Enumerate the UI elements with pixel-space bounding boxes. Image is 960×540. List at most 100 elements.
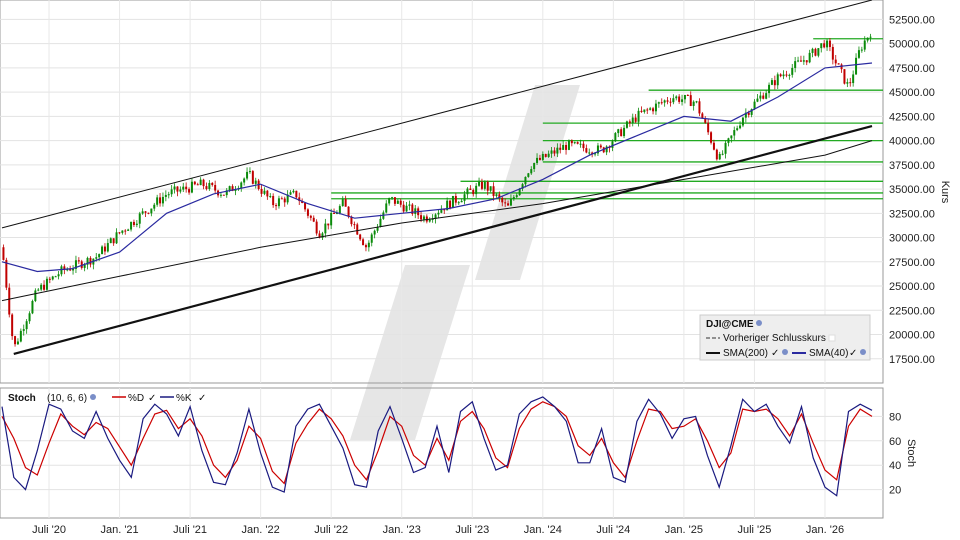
stoch-k-check-icon[interactable]: ✓: [198, 393, 206, 404]
candle-body: [344, 199, 347, 207]
candle-body: [483, 181, 486, 189]
candle-body: [309, 215, 312, 218]
candle-body: [643, 109, 646, 112]
candle-body: [631, 117, 634, 123]
candle-body: [5, 259, 8, 288]
candle-body: [692, 101, 695, 106]
candle-body: [712, 142, 715, 150]
candle-body: [214, 184, 217, 191]
candle-body: [95, 257, 98, 259]
candle-body: [251, 171, 254, 184]
candle-body: [37, 289, 40, 291]
candle-body: [315, 221, 318, 234]
candle-body: [240, 182, 243, 189]
x-tick-label: Jan. '26: [806, 524, 844, 536]
candle-body: [72, 268, 75, 271]
candle-body: [759, 95, 762, 99]
sma40-check-icon[interactable]: ✓: [849, 348, 857, 359]
candle-body: [422, 216, 425, 220]
candle-body: [498, 194, 501, 198]
stoch-settings-icon[interactable]: [90, 394, 96, 400]
candle-body: [356, 224, 359, 235]
candle-body: [173, 186, 176, 190]
candlestick-series: [2, 33, 872, 347]
candle-body: [530, 169, 533, 174]
candle-body: [193, 181, 196, 185]
candle-body: [573, 142, 576, 144]
stoch-y-ticks: 80 60 40 20: [889, 411, 901, 496]
candle-body: [843, 69, 846, 84]
sma200-settings-icon[interactable]: [782, 349, 788, 355]
candle-body: [733, 130, 736, 136]
candle-body: [472, 189, 475, 195]
stoch-d-check-icon[interactable]: ✓: [148, 393, 156, 404]
candle-body: [797, 60, 800, 62]
candle-body: [156, 197, 159, 205]
candle-body: [45, 278, 48, 290]
x-tick-label: Jan. '23: [383, 524, 421, 536]
x-tick-label: Juli '23: [455, 524, 489, 536]
candle-body: [536, 157, 539, 164]
stoch-series-line: [1, 396, 873, 497]
candle-body: [852, 74, 855, 84]
candle-body: [196, 184, 199, 186]
candle-body: [768, 84, 771, 94]
candle-body: [431, 218, 434, 220]
candle-body: [788, 74, 791, 76]
candle-body: [147, 212, 150, 214]
candle-body: [669, 101, 672, 103]
candle-body: [141, 211, 144, 214]
candle-body: [817, 48, 820, 56]
candle-body: [318, 233, 321, 238]
candle-body: [596, 145, 599, 154]
candle-body: [707, 122, 710, 133]
candle-body: [533, 163, 536, 170]
sma40-settings-icon[interactable]: [860, 349, 866, 355]
candle-body: [179, 189, 182, 192]
price-y-tick-label: 25000.00: [889, 281, 935, 293]
candle-body: [501, 197, 504, 203]
candle-body: [443, 209, 446, 211]
candle-body: [617, 129, 620, 134]
stoch-header: Stoch (10, 6, 6) %D ✓ %K ✓: [8, 393, 206, 404]
stoch-y-axis-label: Stoch: [905, 439, 917, 467]
candle-body: [379, 218, 382, 227]
candle-body: [460, 200, 463, 203]
sma200-check-icon[interactable]: ✓: [771, 348, 779, 359]
candle-body: [521, 184, 524, 189]
candle-body: [715, 149, 718, 160]
candle-body: [446, 200, 449, 211]
candle-body: [741, 117, 744, 126]
candle-body: [234, 189, 237, 191]
prev-close-toggle-icon[interactable]: [828, 334, 836, 342]
price-y-tick-label: 45000.00: [889, 87, 935, 99]
price-y-tick-label: 40000.00: [889, 136, 935, 148]
candle-body: [515, 195, 518, 198]
candle-body: [280, 198, 283, 200]
price-y-tick-label: 50000.00: [889, 39, 935, 51]
candle-body: [266, 190, 269, 197]
candle-body: [504, 202, 507, 204]
candle-body: [753, 101, 756, 110]
symbol-settings-icon[interactable]: [756, 320, 762, 326]
candle-body: [466, 188, 469, 195]
candle-body: [686, 94, 689, 96]
x-tick-label: Jan. '25: [665, 524, 703, 536]
candle-body: [246, 171, 249, 179]
candle-body: [794, 61, 797, 68]
candle-body: [599, 145, 602, 148]
candle-body: [48, 278, 51, 280]
candle-body: [16, 341, 19, 345]
candle-body: [277, 198, 280, 207]
candle-body: [391, 197, 394, 199]
candle-body: [582, 143, 585, 149]
candle-body: [831, 46, 834, 60]
candle-body: [802, 60, 805, 62]
candle-body: [611, 141, 614, 148]
candle-body: [396, 200, 399, 204]
candle-body: [744, 112, 747, 118]
candle-body: [34, 290, 37, 301]
candle-body: [2, 247, 5, 260]
candle-body: [701, 113, 704, 119]
candle-body: [338, 206, 341, 214]
